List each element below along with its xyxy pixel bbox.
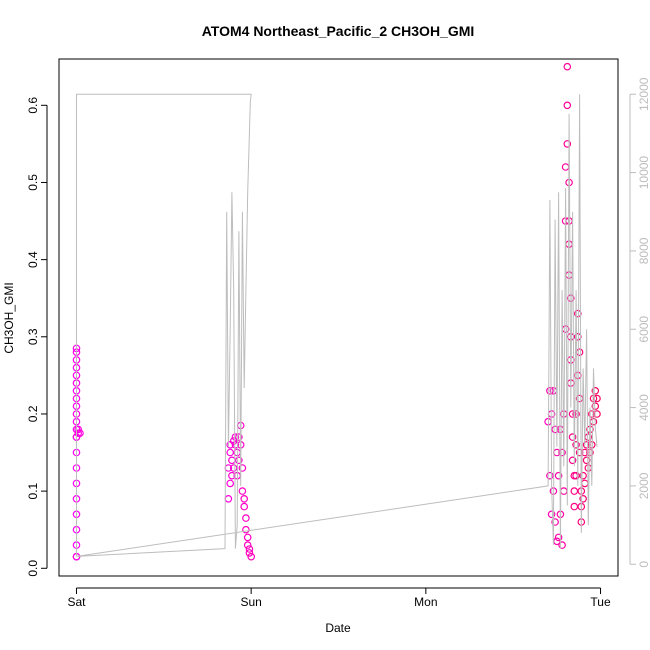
data-point (229, 437, 238, 445)
x-axis-label: Date (325, 621, 351, 635)
x-axis: Sat Sun Mon Tue (67, 587, 611, 609)
y2-tick-label: 10000 (637, 156, 650, 190)
y-tick-label: 0.0 (26, 560, 40, 577)
data-point (573, 309, 582, 318)
left-axis: 0.0 0.1 0.2 0.3 0.4 0.5 0.6 (26, 97, 48, 577)
data-point (593, 394, 601, 403)
data-point (586, 448, 594, 457)
data-point (561, 163, 570, 171)
y2-tick-label: 12000 (637, 77, 650, 111)
data-point (554, 533, 563, 542)
data-point (226, 479, 235, 488)
x-tick-label: Tue (590, 595, 611, 609)
data-point (554, 471, 563, 480)
data-point (245, 549, 254, 557)
y2-tick-label: 8000 (637, 237, 650, 264)
data-point (243, 533, 252, 542)
data-point (229, 464, 238, 472)
data-point (565, 271, 573, 279)
x-tick-label: Sat (67, 595, 86, 609)
y2-tick-label: 2000 (637, 472, 650, 499)
data-point (242, 514, 250, 522)
data-point (551, 425, 559, 434)
data-point (547, 510, 556, 519)
data-point (228, 456, 236, 465)
chart-title: ATOM4 Northeast_Pacific_2 CH3OH_GMI (202, 23, 475, 39)
right-axis: 0 2000 4000 6000 8000 10000 12000 (629, 77, 650, 568)
data-point (240, 502, 249, 511)
data-point (224, 494, 233, 503)
y2-tick-label: 4000 (637, 394, 650, 421)
data-point (572, 440, 580, 449)
data-point (579, 471, 587, 480)
x-tick-label: Mon (414, 595, 437, 609)
data-point (226, 448, 235, 457)
data-point (591, 402, 600, 411)
data-point (231, 433, 240, 441)
data-point (582, 456, 591, 465)
data-point (242, 525, 250, 534)
y-tick-label: 0.1 (26, 482, 40, 499)
y-tick-label: 0.2 (26, 405, 40, 422)
y-tick-label: 0.5 (26, 174, 40, 191)
data-point (74, 425, 83, 434)
altitude-line (76, 93, 598, 557)
data-point (558, 541, 566, 549)
y2-tick-label: 0 (637, 561, 650, 568)
y-tick-label: 0.4 (26, 251, 40, 268)
data-point (245, 545, 254, 553)
x-tick-label: Sun (240, 595, 261, 609)
data-point (568, 433, 577, 441)
y2-tick-label: 6000 (637, 316, 650, 343)
data-point (587, 440, 596, 449)
data-point (593, 410, 601, 418)
data-point (566, 294, 575, 303)
data-point (570, 487, 579, 495)
data-point (238, 464, 247, 472)
data-point (243, 541, 252, 549)
data-point (235, 433, 243, 441)
data-point (238, 487, 247, 495)
y-tick-label: 0.6 (26, 97, 40, 114)
data-point (589, 417, 598, 426)
y-axis-label: CH3OH_GMI (2, 282, 16, 353)
data-point (568, 410, 577, 418)
data-point (572, 410, 580, 418)
data-point (570, 502, 579, 511)
data-point (563, 140, 572, 148)
data-point (563, 62, 572, 71)
data-point (231, 440, 240, 449)
data-point (546, 386, 554, 395)
data-point (240, 494, 249, 503)
data-point (247, 552, 256, 561)
data-point (546, 471, 554, 480)
data-point (591, 386, 600, 395)
data-point (568, 456, 577, 465)
data-point (558, 448, 566, 457)
data-point (575, 348, 584, 357)
y-tick-label: 0.3 (26, 328, 40, 345)
data-point (579, 494, 587, 503)
data-point (559, 487, 568, 495)
plot-frame (58, 58, 619, 577)
data-point (575, 448, 584, 457)
data-point (580, 479, 589, 488)
data-point (565, 240, 573, 249)
data-point (563, 101, 572, 110)
data-layer (72, 62, 601, 561)
data-point (235, 456, 243, 465)
data-point (551, 518, 559, 526)
